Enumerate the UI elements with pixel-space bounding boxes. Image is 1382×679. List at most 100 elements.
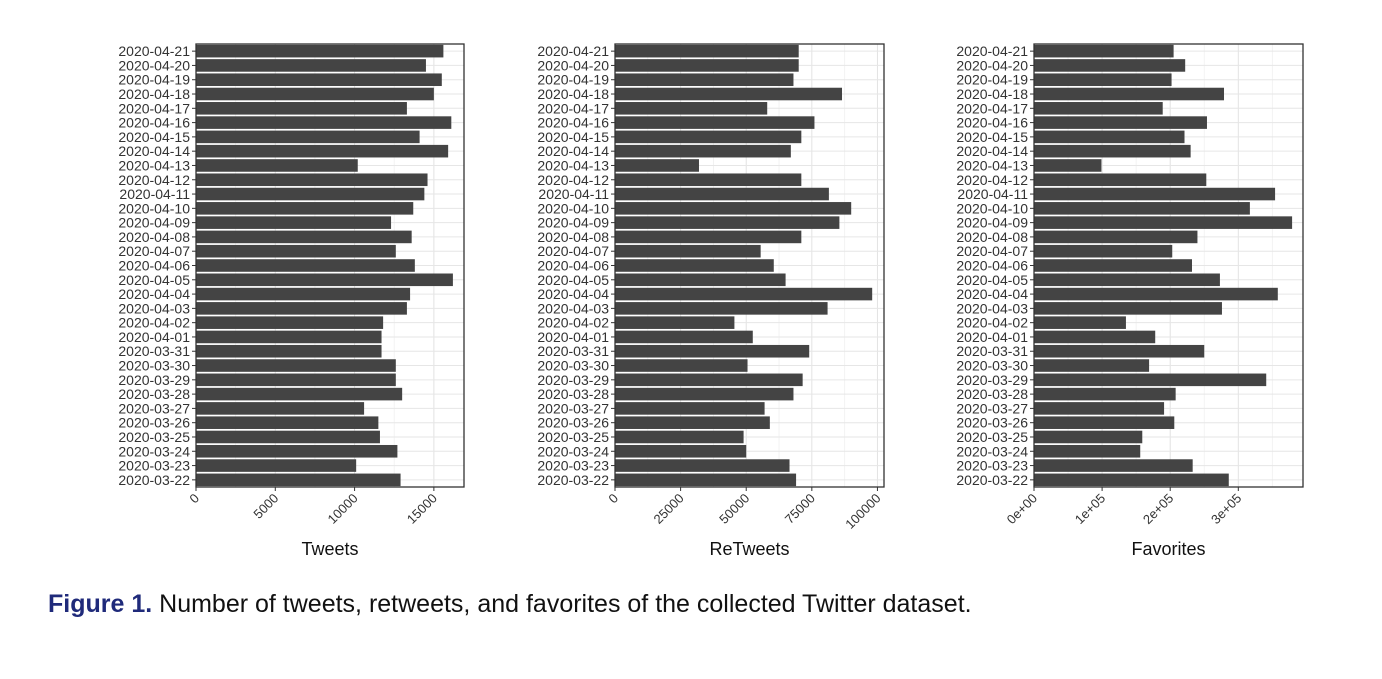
y-tick-label: 2020-03-26 <box>956 415 1028 431</box>
y-tick-label: 2020-04-08 <box>537 229 609 245</box>
bar <box>196 73 442 87</box>
bar <box>615 259 774 272</box>
y-tick-label: 2020-04-20 <box>537 57 609 73</box>
x-tick-label: 0e+00 <box>1004 491 1040 527</box>
bar <box>1034 344 1205 358</box>
y-tick-label: 2020-04-12 <box>956 172 1028 188</box>
y-tick-label: 2020-04-16 <box>956 115 1028 131</box>
bar <box>196 159 358 172</box>
y-tick-label: 2020-03-25 <box>537 429 609 445</box>
y-tick-label: 2020-04-21 <box>956 43 1028 59</box>
y-tick-label: 2020-04-04 <box>956 286 1028 302</box>
y-tick-label: 2020-03-28 <box>118 386 190 402</box>
y-tick-label: 2020-04-07 <box>956 243 1028 259</box>
bar <box>615 387 794 401</box>
y-tick-label: 2020-03-31 <box>956 343 1028 359</box>
y-tick-label: 2020-04-09 <box>956 215 1028 231</box>
y-tick-label: 2020-03-24 <box>956 443 1028 459</box>
y-tick-label: 2020-04-19 <box>118 72 190 88</box>
bar <box>615 87 843 101</box>
bar <box>615 344 810 358</box>
bar <box>615 273 786 287</box>
y-tick-label: 2020-04-09 <box>118 215 190 231</box>
x-axis-title: ReTweets <box>709 539 789 559</box>
bar <box>1034 402 1165 415</box>
y-tick-label: 2020-04-17 <box>118 100 190 116</box>
y-tick-label: 2020-04-11 <box>538 186 609 202</box>
bar <box>615 187 829 201</box>
bar <box>196 344 382 358</box>
x-tick-label: 5000 <box>250 491 281 522</box>
y-tick-label: 2020-03-31 <box>537 343 609 359</box>
bar <box>1034 316 1126 329</box>
bar <box>1034 373 1267 387</box>
bar <box>196 359 396 372</box>
y-tick-label: 2020-03-23 <box>537 458 609 474</box>
bar <box>196 402 365 415</box>
y-tick-label: 2020-04-01 <box>118 329 190 345</box>
bar <box>196 273 453 287</box>
bar <box>615 159 699 172</box>
y-tick-label: 2020-04-06 <box>956 258 1028 274</box>
bar <box>615 102 768 115</box>
y-tick-label: 2020-04-21 <box>118 43 190 59</box>
y-tick-label: 2020-04-13 <box>118 157 190 173</box>
bar <box>196 102 407 115</box>
x-tick-label: 3e+05 <box>1208 491 1244 527</box>
y-tick-label: 2020-03-27 <box>956 400 1028 416</box>
bar <box>196 416 379 429</box>
bar <box>1034 216 1293 229</box>
bar <box>196 459 357 472</box>
bar <box>615 444 747 458</box>
bar <box>1034 287 1278 301</box>
y-tick-label: 2020-04-19 <box>956 72 1028 88</box>
bar <box>196 244 396 258</box>
bar <box>615 302 828 315</box>
bar <box>196 87 434 101</box>
bar <box>196 444 398 458</box>
bar <box>1034 87 1225 101</box>
y-tick-label: 2020-04-10 <box>956 200 1028 216</box>
y-tick-label: 2020-04-14 <box>118 143 190 159</box>
bar <box>1034 359 1150 372</box>
bar <box>615 430 744 444</box>
y-tick-label: 2020-04-07 <box>118 243 190 259</box>
x-tick-label: 50000 <box>716 491 752 527</box>
bar <box>615 416 770 429</box>
y-tick-label: 2020-04-06 <box>118 258 190 274</box>
x-tick-label: 1e+05 <box>1072 491 1108 527</box>
y-tick-label: 2020-04-17 <box>956 100 1028 116</box>
x-tick-label: 25000 <box>651 491 687 527</box>
y-tick-label: 2020-04-13 <box>956 157 1028 173</box>
bar <box>196 130 420 144</box>
y-tick-label: 2020-04-11 <box>957 186 1028 202</box>
x-axis-title: Favorites <box>1131 539 1205 559</box>
figure-label: Figure 1. <box>48 590 153 618</box>
y-tick-label: 2020-03-23 <box>118 458 190 474</box>
bar <box>615 216 840 229</box>
bar <box>615 59 799 72</box>
y-tick-label: 2020-04-05 <box>956 272 1028 288</box>
x-tick-label: 100000 <box>842 491 883 532</box>
y-tick-label: 2020-04-20 <box>956 57 1028 73</box>
bar <box>1034 130 1185 144</box>
bar <box>1034 44 1174 58</box>
bar <box>196 116 452 129</box>
y-tick-label: 2020-04-04 <box>537 286 609 302</box>
y-tick-label: 2020-04-01 <box>537 329 609 345</box>
y-tick-label: 2020-04-05 <box>118 272 190 288</box>
bar <box>196 59 426 72</box>
bar <box>615 144 791 158</box>
y-tick-label: 2020-04-12 <box>537 172 609 188</box>
y-tick-label: 2020-03-26 <box>537 415 609 431</box>
bar <box>196 373 396 387</box>
y-tick-label: 2020-04-06 <box>537 258 609 274</box>
y-tick-label: 2020-03-29 <box>956 372 1028 388</box>
y-tick-label: 2020-04-20 <box>118 57 190 73</box>
bar <box>1034 187 1276 201</box>
bar <box>1034 273 1220 287</box>
bar <box>196 187 425 201</box>
y-tick-label: 2020-04-18 <box>118 86 190 102</box>
x-tick-label: 75000 <box>782 491 818 527</box>
bar <box>1034 116 1207 129</box>
